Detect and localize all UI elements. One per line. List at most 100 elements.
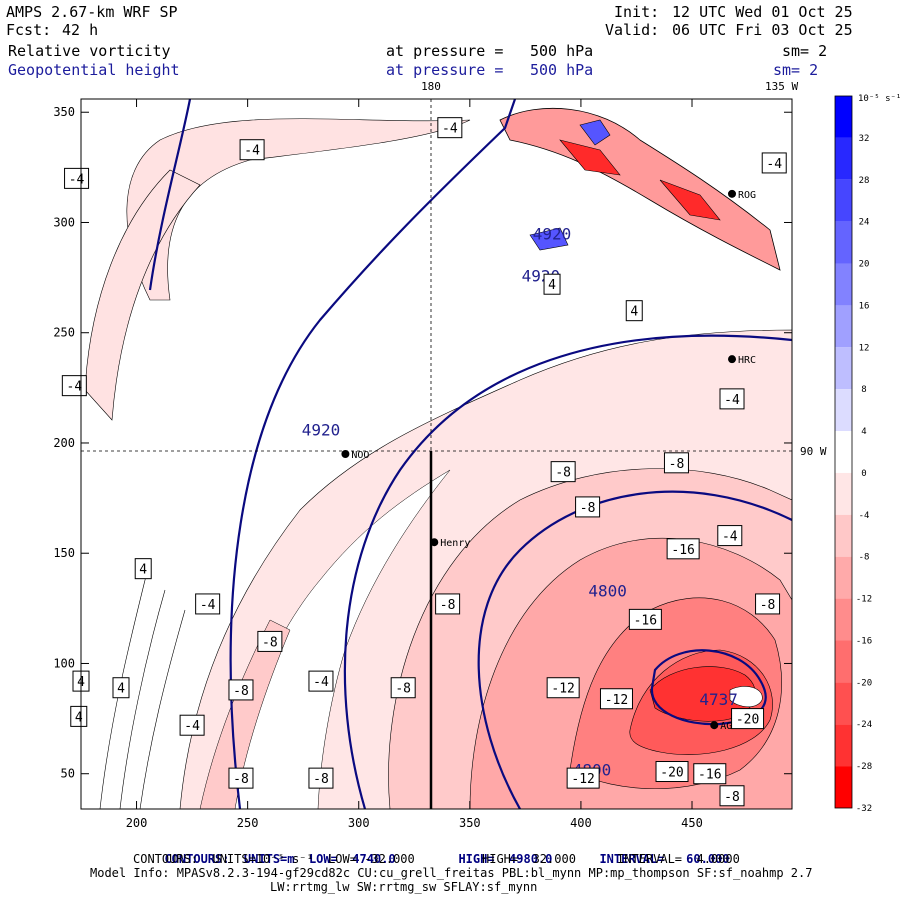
vorticity-contour-label: -8 xyxy=(760,598,776,613)
vorticity-label-box xyxy=(719,388,745,410)
footer-vort-interval: INTERVAL= 4.0000 xyxy=(617,852,740,866)
colorbar-label: -12 xyxy=(856,595,872,605)
colorbar-label: 16 xyxy=(859,301,870,311)
vorticity-label-box xyxy=(628,608,662,630)
x-tick-label: 300 xyxy=(348,816,370,830)
footer-height-units: CONTOURS: UNITS=m LOW= 4740.0 xyxy=(164,852,396,866)
footer-height-interval: INTERVAL= 60.000 xyxy=(585,838,729,866)
vorticity-contour-label: -4 xyxy=(184,719,200,734)
y-tick-label: 250 xyxy=(53,326,75,340)
vorticity-label-box xyxy=(437,117,463,139)
colorbar-swatch xyxy=(835,96,852,138)
height-labels-layer: 492049204920480048004737 xyxy=(302,225,738,780)
field1-level-text: at pressure = xyxy=(386,42,504,60)
colorbar-frame xyxy=(834,95,853,809)
y-tick-label: 100 xyxy=(53,656,75,670)
footer-height-contours: CONTOURS: UNITS=m LOW= 4740.0 xyxy=(150,838,396,866)
y-tick-label: 50 xyxy=(61,767,75,781)
height-contour-4737 xyxy=(650,649,767,726)
colorbar-swatch xyxy=(835,598,852,641)
footer-height-high-value: HIGH= 4980.0 xyxy=(458,852,553,866)
y-tick-label: 200 xyxy=(53,436,75,450)
vorticity-label-box xyxy=(64,167,90,189)
vorticity-contour-label: -4 xyxy=(200,598,216,613)
vorticity-contour-label: -4 xyxy=(69,172,85,187)
vorticity-label-box xyxy=(755,593,781,615)
colorbar: 32 28 24 20 16 12 8 4 0 -4 -8 -12 -16 -20 -24 -28 -32 xyxy=(834,95,872,814)
station-marker xyxy=(710,721,719,730)
colorbar-swatch xyxy=(835,179,852,222)
colorbar-label: -4 xyxy=(859,511,870,521)
vorticity-contour-label: -16 xyxy=(634,613,657,628)
vorticity-contour-label: -16 xyxy=(698,768,721,783)
vorticity-contour-label: -20 xyxy=(736,713,759,728)
colorbar-label: 0 xyxy=(861,469,866,479)
height-contour-4800 xyxy=(477,490,792,809)
vorticity-label-box xyxy=(761,152,787,174)
colorbar-label: 32 xyxy=(859,134,870,144)
vorticity-label-box xyxy=(308,767,334,789)
eye-white xyxy=(729,686,763,708)
vorticity-label-box xyxy=(731,708,765,730)
vorticity-label-box xyxy=(599,688,633,710)
x-tick-label: 200 xyxy=(126,816,148,830)
colorbar-swatch xyxy=(835,472,852,515)
vorticity-contour-label: 4 xyxy=(548,278,556,293)
vorticity-contour-label: -4 xyxy=(766,157,782,172)
vorticity-contour-label: -8 xyxy=(262,635,278,650)
field2-level-text: at pressure = xyxy=(386,61,504,79)
colorbar-swatch xyxy=(835,305,852,348)
vorticity-label-box xyxy=(228,679,254,701)
field1-smoothing: sm= 2 xyxy=(782,42,828,60)
vorticity-label-box xyxy=(112,677,130,699)
station-label: Henry xyxy=(440,538,470,549)
vorticity-contour-label: -8 xyxy=(395,682,411,697)
colorbar-swatch xyxy=(835,389,852,432)
colorbar-label: -8 xyxy=(859,553,870,563)
field1-level: 500 hPa xyxy=(530,42,594,60)
vorticity-contour-label: -4 xyxy=(67,380,83,395)
vorticity-label-box xyxy=(550,461,576,483)
x-tick-label: 250 xyxy=(237,816,259,830)
vorticity-contour-label: 4 xyxy=(75,710,83,725)
vorticity-label-box xyxy=(719,785,745,807)
init-label: Init: xyxy=(614,3,660,21)
field2-smoothing: sm= 2 xyxy=(773,61,819,79)
vorticity-contour-label: -4 xyxy=(313,675,329,690)
height-contour-4860 xyxy=(343,334,792,809)
field2-level: 500 hPa xyxy=(530,61,594,79)
height-contours xyxy=(148,99,792,809)
vorticity-contour-label: -12 xyxy=(571,772,594,787)
colorbar-swatch xyxy=(835,682,852,725)
y-tick-label: 350 xyxy=(53,105,75,119)
neg-vort-band-west xyxy=(84,169,201,421)
station-marker xyxy=(341,450,350,458)
mountain-vorticity-pos xyxy=(529,119,611,251)
colorbar-swatch xyxy=(835,221,852,264)
station-label: HRC xyxy=(738,355,756,366)
colorbar-swatch xyxy=(835,137,852,180)
vorticity-contour-label: -8 xyxy=(669,457,685,472)
vorticity-label-box xyxy=(655,761,689,783)
colorbar-label: -16 xyxy=(856,636,872,646)
x-tick-label: 400 xyxy=(570,816,592,830)
model-title: AMPS 2.67-km WRF SP xyxy=(6,3,178,21)
vorticity-contour-label: -20 xyxy=(660,766,683,781)
vorticity-contour-label: -12 xyxy=(605,693,628,708)
colorbar-label: 24 xyxy=(859,218,870,228)
colorbar-label: -28 xyxy=(856,762,872,772)
vorticity-label-box xyxy=(195,593,221,615)
height-contour-4920-main xyxy=(229,99,517,809)
station-marker xyxy=(728,355,737,364)
vorticity-contour-label: -8 xyxy=(233,772,249,787)
height-contour-label: 4800 xyxy=(588,582,627,601)
station-label: NOO xyxy=(351,450,369,461)
vorticity-contour-label: -8 xyxy=(724,790,740,805)
footer-model-info: Model Info: MPASv8.2.3-194-gf29cd82c CU:… xyxy=(90,866,813,880)
vorticity-label-box xyxy=(717,525,743,547)
x-tick-label: 450 xyxy=(681,816,703,830)
vorticity-contour-label: 4 xyxy=(630,305,638,320)
vorticity-label-box xyxy=(666,538,700,560)
colorbar-swatch xyxy=(835,263,852,306)
height-contour-label: 4920 xyxy=(533,225,572,244)
